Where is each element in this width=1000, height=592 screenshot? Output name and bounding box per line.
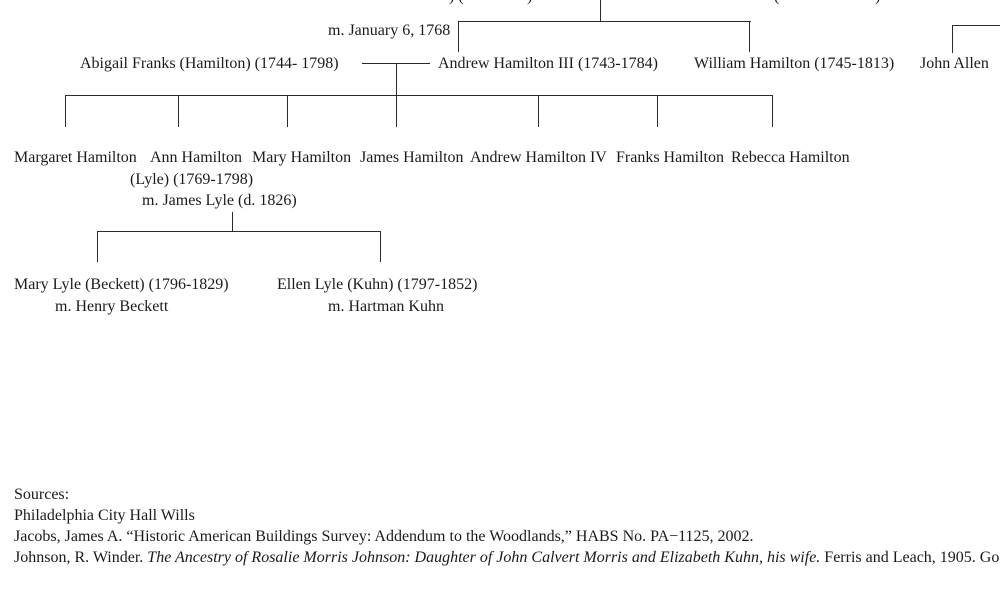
cutoff-text-fragment: ( bbox=[774, 0, 779, 6]
connector-drop-ann bbox=[178, 95, 179, 127]
person-abigail-franks-hamilton: Abigail Franks (Hamilton) (1744- 1798) bbox=[80, 55, 339, 72]
person-ellen-lyle-kuhn: Ellen Lyle (Kuhn) (1797-1852) bbox=[277, 276, 478, 293]
cutoff-text-fragment: ) bbox=[875, 0, 880, 6]
person-margaret-hamilton: Margaret Hamilton bbox=[14, 149, 137, 166]
person-mary-lyle-beckett: Mary Lyle (Beckett) (1796-1829) bbox=[14, 276, 229, 293]
ellen-lyle-spouse: m. Hartman Kuhn bbox=[328, 298, 444, 315]
connector-drop-mary-lyle bbox=[97, 231, 98, 262]
cutoff-text-fragment: ) bbox=[527, 0, 532, 6]
connector-drop-ellen-lyle bbox=[380, 231, 381, 262]
connector-lyle-bracket bbox=[97, 231, 381, 232]
person-mary-hamilton: Mary Hamilton bbox=[252, 149, 352, 166]
person-william-hamilton: William Hamilton (1745-1813) bbox=[694, 55, 895, 72]
mary-lyle-spouse: m. Henry Beckett bbox=[55, 298, 169, 315]
connector-drop-william bbox=[749, 21, 750, 52]
ann-hamilton-married-name: (Lyle) (1769-1798) bbox=[130, 171, 254, 188]
connector-children-bracket bbox=[65, 95, 773, 96]
source-johnson-ancestry: Johnson, R. Winder. The Ancestry of Rosa… bbox=[14, 549, 1000, 567]
cutoff-text-fragment: ) ( bbox=[449, 0, 464, 6]
connector-drop-john-allen bbox=[952, 25, 953, 53]
connector-drop-margaret bbox=[65, 95, 66, 127]
connector-drop-mary bbox=[287, 95, 288, 127]
connector-parent-stub bbox=[600, 0, 601, 22]
connector-drop-andrew-iii bbox=[458, 21, 459, 52]
person-andrew-hamilton-iii: Andrew Hamilton III (1743-1784) bbox=[438, 55, 658, 72]
source-jacobs-habs: Jacobs, James A. “Historic American Buil… bbox=[14, 528, 754, 545]
connector-drop-rebecca bbox=[772, 95, 773, 127]
source-philadelphia-wills: Philadelphia City Hall Wills bbox=[14, 507, 195, 524]
connector-drop-franks bbox=[657, 95, 658, 127]
source-johnson-suffix: Ferris and Leach, 1905. Goo bbox=[820, 549, 1000, 566]
person-andrew-hamilton-iv: Andrew Hamilton IV bbox=[470, 149, 607, 166]
connector-lyle-stub bbox=[232, 212, 233, 232]
marriage-date-label: m. January 6, 1768 bbox=[328, 22, 451, 39]
person-ann-hamilton: Ann Hamilton bbox=[150, 149, 242, 166]
person-franks-hamilton: Franks Hamilton bbox=[616, 149, 724, 166]
person-james-hamilton: James Hamilton bbox=[360, 149, 464, 166]
sources-heading: Sources: bbox=[14, 486, 70, 503]
ann-hamilton-spouse: m. James Lyle (d. 1826) bbox=[142, 192, 297, 209]
connector-sibling-bracket-top bbox=[458, 21, 751, 22]
connector-drop-andrew-iv bbox=[538, 95, 539, 127]
connector-bracket-john-allen bbox=[952, 25, 1000, 26]
source-johnson-book-title: The Ancestry of Rosalie Morris Johnson: … bbox=[147, 549, 821, 566]
person-rebecca-hamilton: Rebecca Hamilton bbox=[731, 149, 850, 166]
person-john-allen: John Allen bbox=[920, 55, 989, 72]
source-johnson-prefix: Johnson, R. Winder. bbox=[14, 549, 148, 566]
